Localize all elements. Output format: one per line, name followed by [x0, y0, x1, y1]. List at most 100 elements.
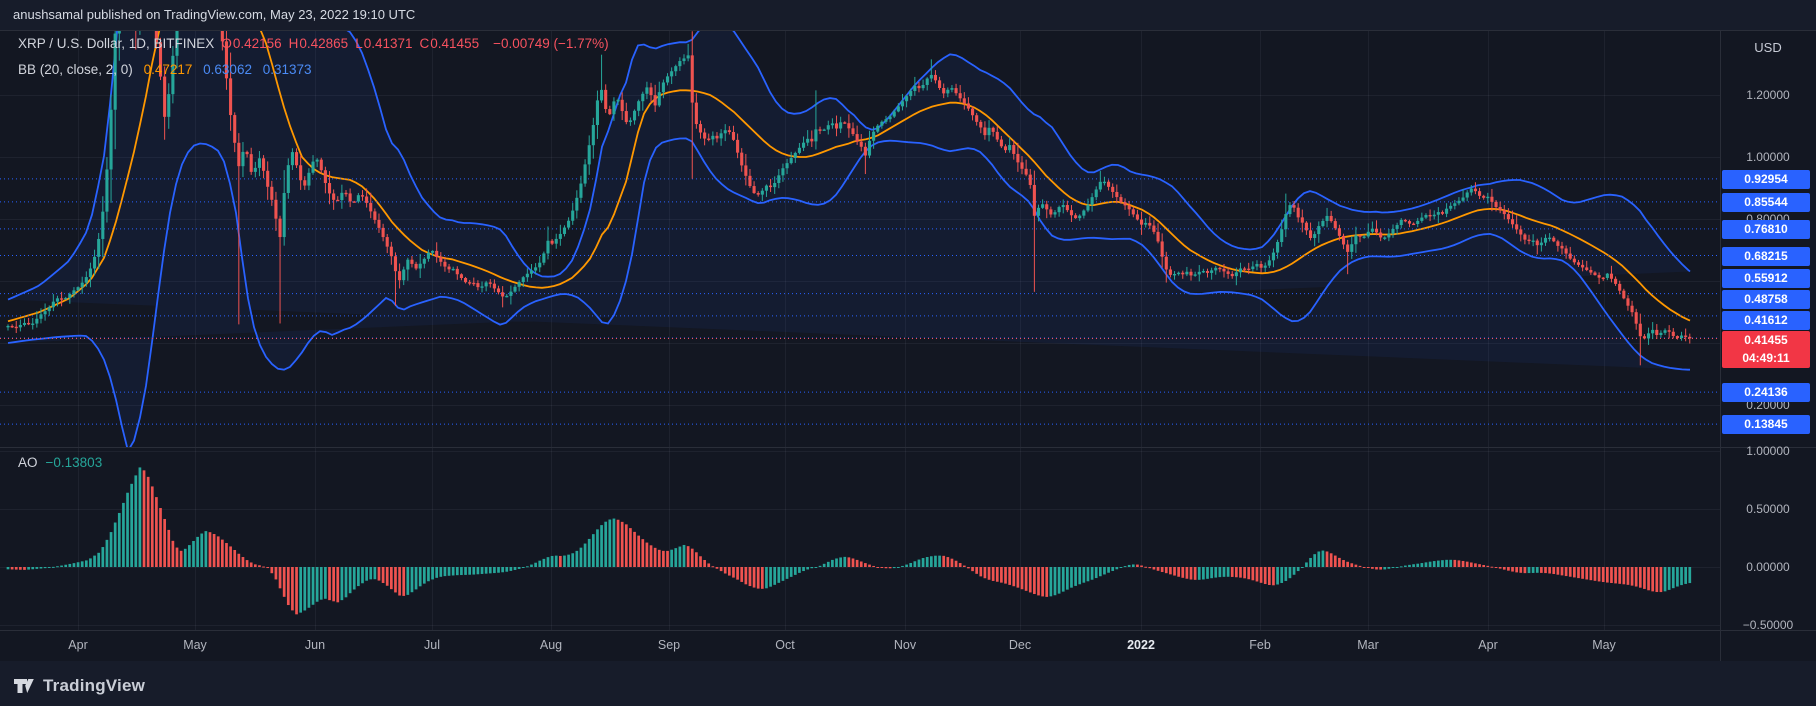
ao-bar — [249, 562, 253, 567]
ao-bar — [1655, 567, 1659, 593]
candle-body — [414, 263, 418, 269]
candle-body — [1374, 228, 1379, 233]
candle-body — [595, 100, 599, 126]
ao-bar — [517, 567, 521, 569]
candle-body — [480, 286, 484, 288]
candle-body — [863, 146, 867, 156]
ao-bar — [645, 542, 649, 567]
candle-body — [171, 55, 175, 95]
ao-bar — [80, 561, 84, 567]
candle-body — [1333, 221, 1337, 229]
ao-bar — [1375, 567, 1378, 570]
candle-body — [1354, 235, 1358, 245]
ao-bar — [1585, 567, 1589, 580]
candle-body — [1667, 330, 1671, 332]
ao-bar — [719, 567, 723, 572]
candle-body — [1267, 260, 1271, 266]
ao-bar — [1329, 553, 1333, 567]
ao-bar — [1239, 567, 1242, 578]
candle-body — [443, 261, 447, 267]
candle-body — [859, 141, 863, 147]
ao-bar — [608, 519, 612, 567]
ao-indicator-pane[interactable] — [0, 448, 1720, 630]
candle-body — [1045, 204, 1049, 210]
candle-body — [31, 323, 35, 325]
candle-body — [917, 85, 921, 89]
candle-body — [163, 76, 167, 117]
candlestick-series — [6, 0, 1692, 366]
ao-bar — [1412, 564, 1415, 567]
candle-body — [154, 30, 158, 43]
ao-bar — [361, 567, 364, 584]
candle-body — [1337, 228, 1341, 236]
candle-body — [1300, 217, 1304, 223]
ao-bar — [1305, 562, 1308, 567]
ao-bar — [670, 549, 673, 567]
ao-bar — [732, 567, 735, 578]
candle-body — [1271, 252, 1275, 261]
candle-body — [1090, 197, 1094, 205]
candle-body — [1008, 145, 1012, 151]
ao-bar — [163, 518, 166, 567]
ao-bar — [921, 558, 925, 567]
candle-body — [1296, 207, 1300, 218]
ao-bar — [200, 533, 204, 567]
candle-body — [76, 287, 80, 291]
candle-body — [529, 270, 534, 274]
ohlc-letter: L — [355, 36, 363, 51]
ao-bar — [204, 531, 208, 567]
candle-body — [748, 175, 752, 187]
candle-body — [1395, 225, 1399, 229]
candle-body — [1222, 268, 1226, 272]
bb-upper-line — [7, 30, 1691, 301]
bb-legend-row[interactable]: BB (20, close, 2, 0) 0.47217 0.63062 0.3… — [18, 62, 319, 77]
candle-body — [1572, 258, 1576, 263]
ao-bar — [233, 550, 237, 567]
candle-body — [575, 197, 579, 211]
ao-bar — [196, 536, 199, 567]
candle-body — [488, 282, 492, 284]
price-axis[interactable]: USD 1.200001.000000.800000.600000.400000… — [1720, 30, 1816, 661]
candle-body — [134, 0, 137, 25]
ao-bar — [480, 567, 484, 574]
symbol-legend-row[interactable]: XRP / U.S. Dollar, 1D, BITFINEX O0.42156 H… — [18, 36, 616, 51]
ao-bar — [1123, 566, 1127, 568]
candle-body — [496, 288, 501, 293]
candle-body — [39, 314, 43, 319]
candle-body — [1102, 181, 1106, 184]
candle-body — [1168, 269, 1172, 275]
ao-bar — [1638, 567, 1642, 588]
candle-body — [1210, 270, 1214, 273]
candle-body — [51, 301, 55, 308]
ao-bar — [472, 567, 476, 575]
ao-bar — [1540, 567, 1543, 573]
time-axis[interactable]: Apr May Jun Jul Aug Sep Oct Nov Dec 2022 Feb Mar Apr… — [0, 630, 1720, 661]
ao-legend-row[interactable]: AO −0.13803 — [18, 455, 102, 470]
candle-body — [97, 238, 101, 257]
candle-body — [1024, 168, 1028, 175]
ao-bar — [534, 562, 537, 567]
ao-bar — [1267, 567, 1271, 585]
candle-body — [1230, 273, 1234, 277]
ao-bar — [422, 567, 426, 584]
ao-bar — [56, 566, 59, 568]
candle-body — [282, 192, 286, 238]
ao-bar — [839, 557, 842, 567]
candle-body — [327, 183, 332, 194]
ao-bar — [245, 560, 249, 567]
main-chart-pane[interactable] — [0, 30, 1720, 447]
ao-bar — [1045, 567, 1049, 597]
ao-bar — [175, 547, 179, 567]
ao-bar — [369, 567, 373, 580]
ao-bar — [229, 546, 232, 567]
ao-bar — [1391, 567, 1395, 568]
ao-axis-tick: −0.50000 — [1742, 618, 1794, 632]
ao-bar — [1226, 567, 1230, 577]
candle-body — [1185, 271, 1189, 275]
candle-body — [583, 164, 587, 184]
candle-body — [789, 158, 793, 164]
candle-body — [1535, 240, 1539, 246]
candle-body — [369, 202, 373, 212]
ao-bar — [336, 567, 340, 603]
